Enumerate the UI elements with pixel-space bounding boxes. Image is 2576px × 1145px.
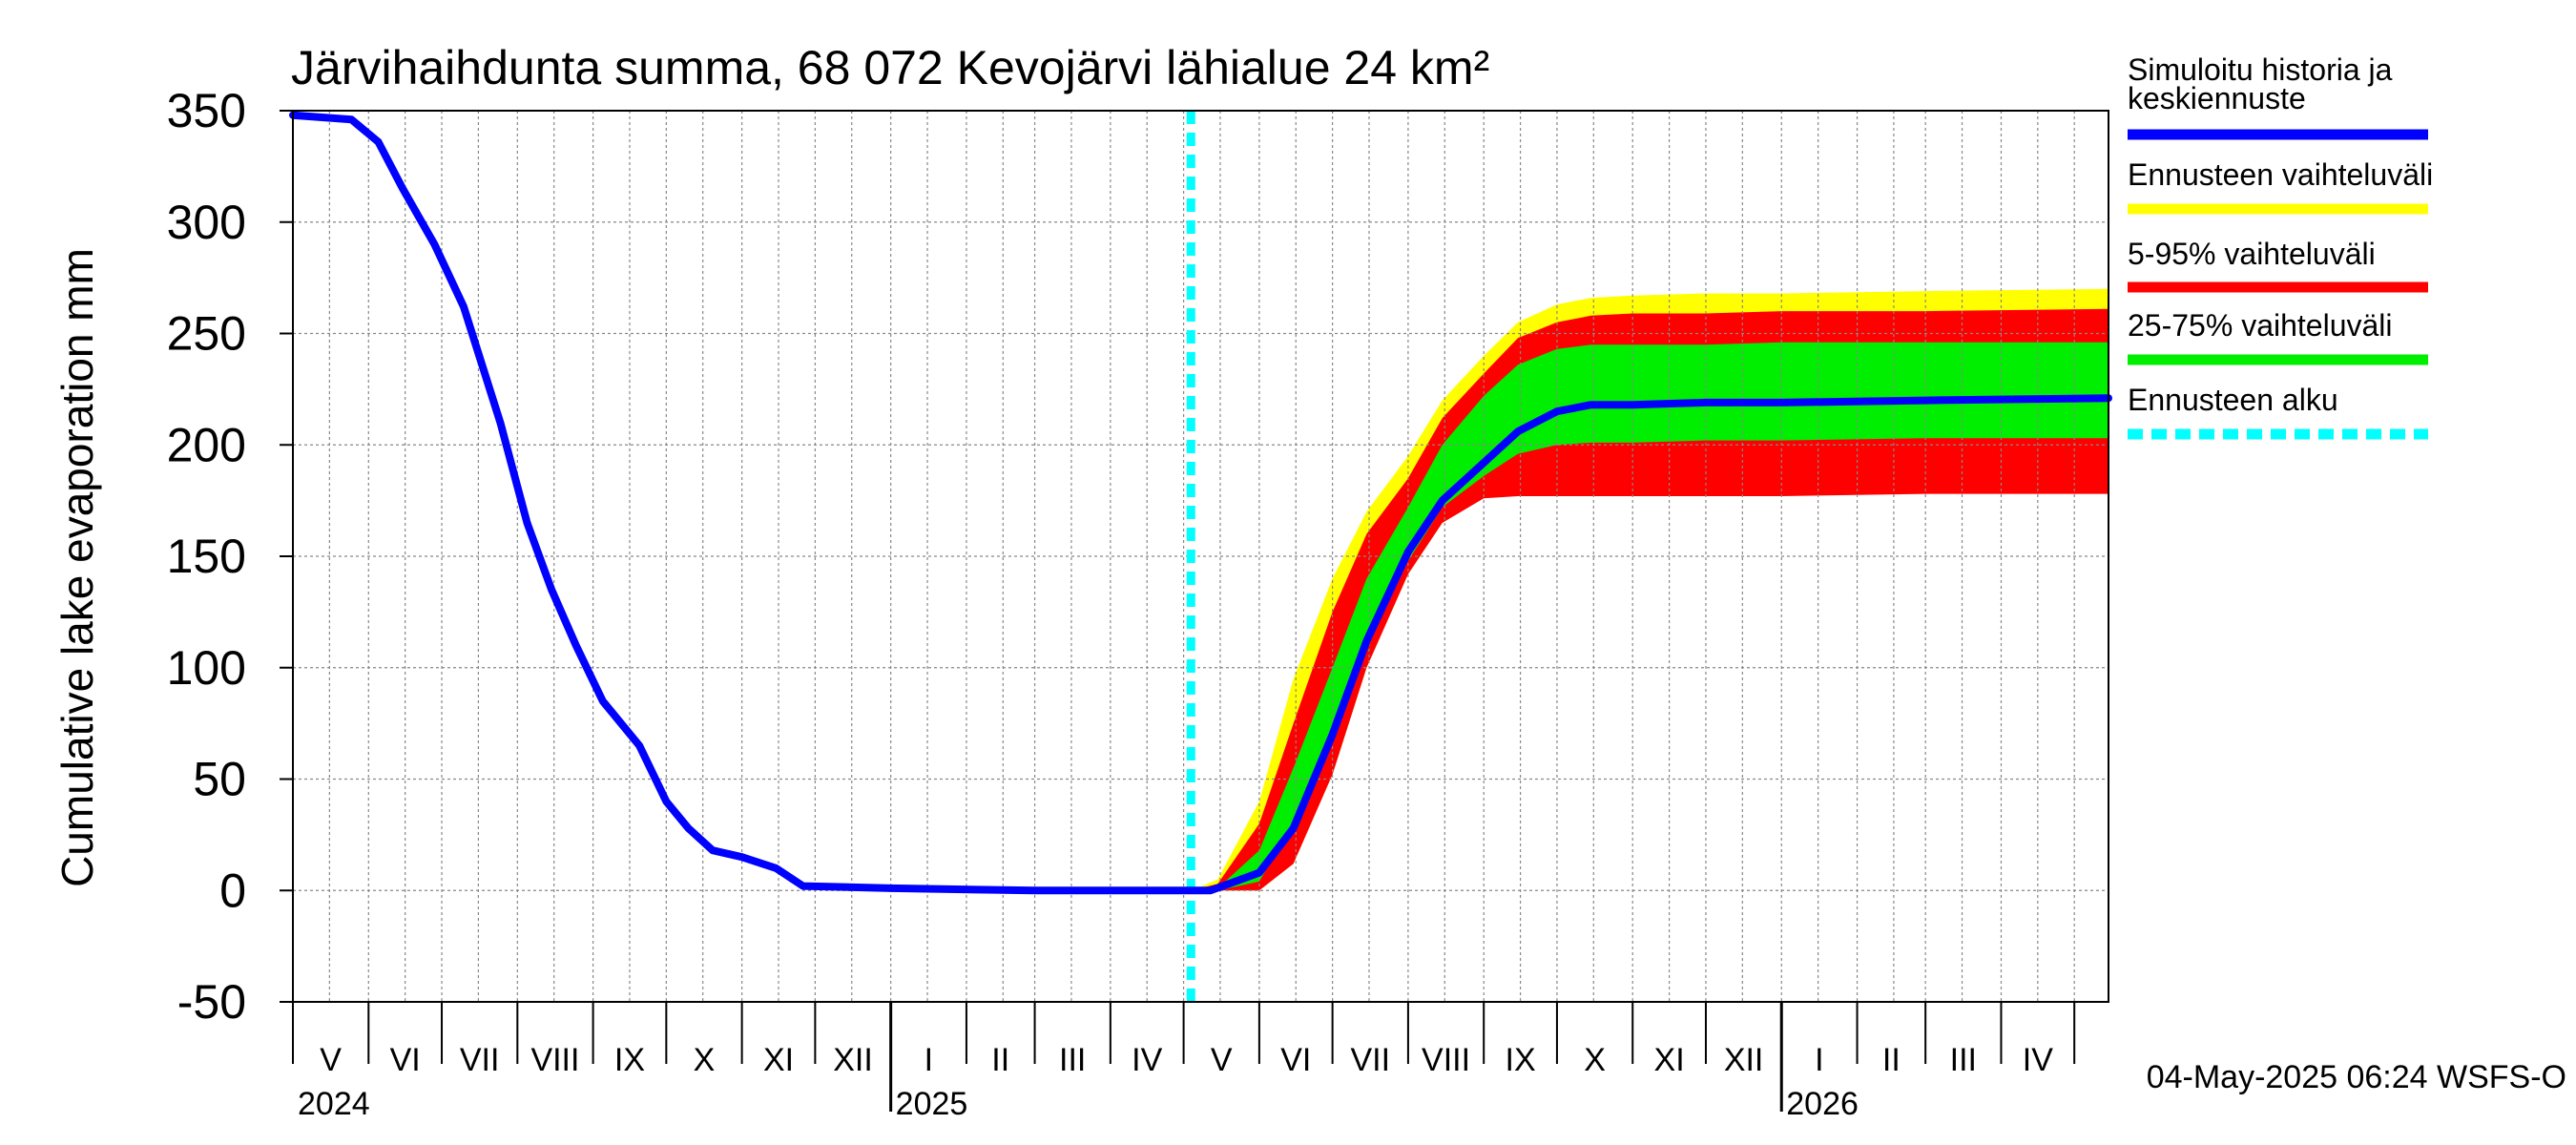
y-tick-label: 350: [167, 84, 246, 137]
month-label: II: [991, 1042, 1009, 1078]
chart-title: Järvihaihdunta summa, 68 072 Kevojärvi l…: [291, 41, 1489, 94]
year-label: 2025: [896, 1086, 968, 1122]
month-label: IX: [1506, 1042, 1536, 1078]
plot-frame: [292, 110, 2109, 1003]
legend-label-3: 25-75% vaihteluväli: [2128, 308, 2393, 343]
grid: [293, 110, 2109, 1003]
month-label: VIII: [1422, 1042, 1470, 1078]
y-tick-label: 50: [193, 753, 246, 806]
legend-label-0: Simuloitu historia ja: [2128, 52, 2393, 87]
month-label: VII: [1350, 1042, 1390, 1078]
forecast-bands: [1191, 288, 2109, 891]
month-label: VII: [460, 1042, 500, 1078]
month-label: II: [1882, 1042, 1901, 1078]
month-label: V: [320, 1042, 342, 1078]
series-line-0: [289, 111, 2112, 895]
y-tick-label: 100: [167, 641, 246, 695]
month-label: XII: [833, 1042, 873, 1078]
y-tick-label: 0: [219, 864, 246, 917]
month-label: XI: [763, 1042, 794, 1078]
y-axis-label: Cumulative lake evaporation mm: [52, 248, 102, 887]
y-axis: -50 0 50 100 150 200 250 300 350: [167, 84, 293, 1029]
month-label: IV: [1132, 1042, 1162, 1078]
month-label: IX: [614, 1042, 645, 1078]
month-label: X: [1584, 1042, 1606, 1078]
month-label: IV: [2023, 1042, 2053, 1078]
legend-label-0: keskiennuste: [2128, 81, 2306, 115]
y-tick-label: 300: [167, 196, 246, 249]
month-label: XI: [1654, 1042, 1685, 1078]
month-label: VI: [1280, 1042, 1311, 1078]
month-label: III: [1059, 1042, 1086, 1078]
month-label: X: [694, 1042, 716, 1078]
band-1: [1191, 308, 2109, 891]
month-label: VIII: [530, 1042, 579, 1078]
y-tick-label: 150: [167, 530, 246, 583]
year-label: 2024: [298, 1086, 370, 1122]
year-label: 2026: [1786, 1086, 1859, 1122]
y-tick-label: 250: [167, 307, 246, 361]
series-lines: [289, 111, 2112, 895]
legend-label-1: Ennusteen vaihteluväli: [2128, 157, 2433, 192]
y-tick-label: 200: [167, 418, 246, 471]
legend-label-2: 5-95% vaihteluväli: [2128, 237, 2376, 271]
footer-timestamp: 04-May-2025 06:24 WSFS-O: [2147, 1059, 2566, 1095]
month-label: VI: [390, 1042, 421, 1078]
month-label: I: [924, 1042, 933, 1078]
month-label: XII: [1724, 1042, 1764, 1078]
x-axis: V VI VII VIII IX X XI XII I II III IV V VI VII VIII IX X X…: [292, 1002, 2076, 1122]
month-label: I: [1815, 1042, 1823, 1078]
month-label: V: [1211, 1042, 1233, 1078]
month-label: III: [1950, 1042, 1977, 1078]
y-tick-label: -50: [177, 975, 246, 1029]
legend-label-4: Ennusteen alku: [2128, 383, 2338, 417]
